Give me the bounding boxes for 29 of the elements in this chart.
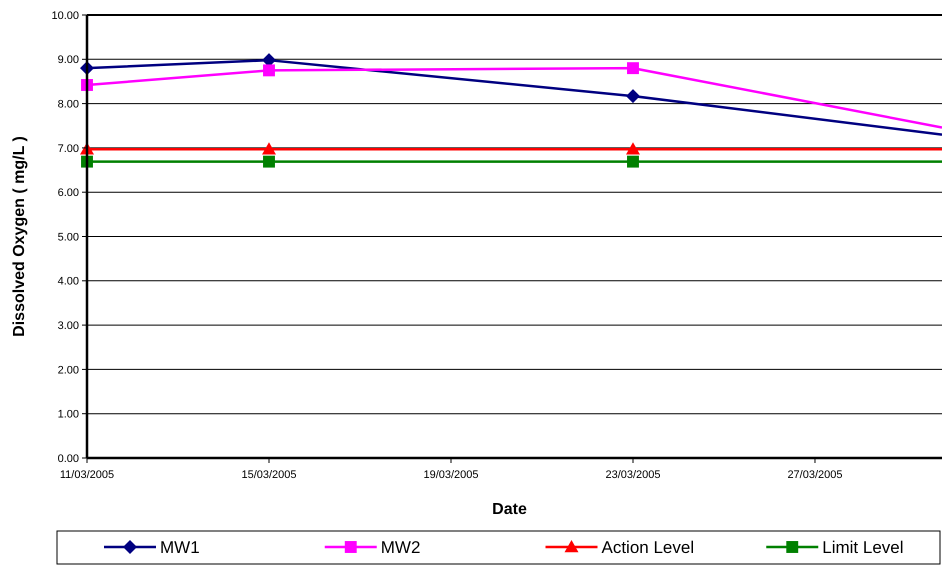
legend-label: MW2 bbox=[380, 538, 420, 557]
legend-label: Action Level bbox=[602, 538, 694, 557]
x-tick-label: 11/03/2005 bbox=[60, 469, 114, 481]
legend-label: MW1 bbox=[160, 538, 200, 557]
y-tick-label: 2.00 bbox=[58, 364, 79, 376]
y-tick-label: 5.00 bbox=[58, 231, 79, 244]
y-tick-label: 10.00 bbox=[51, 10, 79, 22]
y-tick-label: 8.00 bbox=[58, 98, 79, 110]
x-tick-label: 23/03/2005 bbox=[605, 469, 661, 481]
x-tick-label: 19/03/2005 bbox=[423, 469, 479, 481]
y-tick-label: 9.00 bbox=[58, 54, 79, 66]
x-tick-label: 27/03/2005 bbox=[787, 469, 843, 481]
x-tick-label: 15/03/2005 bbox=[241, 469, 297, 481]
y-tick-label: 7.00 bbox=[58, 142, 79, 155]
point bbox=[263, 64, 275, 76]
y-axis-title: Dissolved Oxygen ( mg/L ) bbox=[11, 136, 28, 337]
x-axis-title: Date bbox=[492, 501, 527, 518]
y-tick-label: 6.00 bbox=[58, 187, 79, 200]
legend-label: Limit Level bbox=[822, 538, 904, 557]
point bbox=[263, 156, 275, 168]
y-tick-label: 4.00 bbox=[58, 276, 79, 288]
point bbox=[626, 142, 640, 154]
point bbox=[627, 156, 639, 168]
y-tick-label: 0.00 bbox=[58, 452, 79, 465]
point bbox=[627, 62, 639, 74]
y-tick-label: 3.00 bbox=[58, 320, 79, 332]
point bbox=[262, 142, 276, 154]
y-tick-label: 1.00 bbox=[58, 408, 79, 421]
point bbox=[626, 89, 640, 104]
